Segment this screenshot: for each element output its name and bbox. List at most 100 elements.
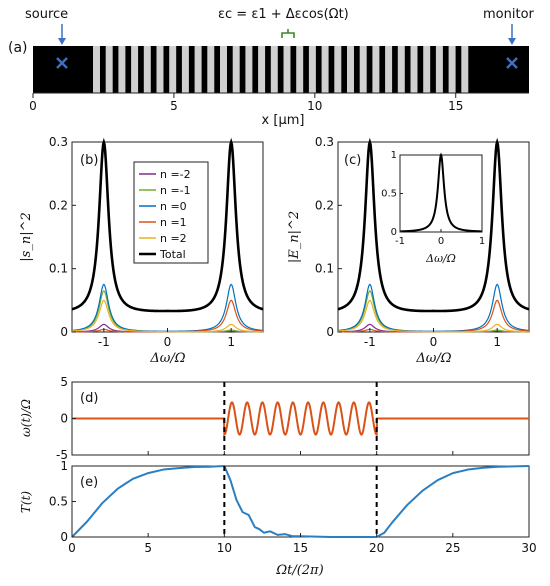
panel-b-legend: n =-2 n =-1 n =0 n =1 n =2 Total bbox=[133, 161, 209, 264]
legend-items: n =-2 n =-1 n =0 n =1 n =2 Total bbox=[139, 168, 191, 261]
x-tick-label: 15 bbox=[293, 541, 308, 555]
panel-c-inset: -1 0 100.51 Δω/Ω bbox=[381, 150, 485, 265]
grating-stripe bbox=[423, 46, 431, 93]
panel-e-content bbox=[71, 465, 530, 538]
legend-entry: n =2 bbox=[160, 232, 187, 245]
modulation-formula: εc = ε1 + Δεcos(Ωt) bbox=[218, 7, 349, 22]
monitor-marker bbox=[506, 57, 518, 69]
grating-stripe bbox=[131, 46, 139, 93]
panel-a-label: (a) bbox=[8, 40, 28, 56]
panel-a-tick-label: 5 bbox=[170, 99, 178, 113]
grating-stripe bbox=[448, 46, 456, 93]
panel-d-label: (d) bbox=[80, 391, 98, 406]
panel-a: (a) source monitor εc = ε1 + Δεcos(Ωt) 0… bbox=[8, 7, 535, 128]
legend-entry: n =1 bbox=[160, 216, 187, 229]
panel-a-tick-label: 15 bbox=[448, 99, 463, 113]
panel-e-xlabel: Ωt/(2π) bbox=[275, 563, 323, 578]
grating-stripe bbox=[461, 46, 469, 93]
grating-stripe bbox=[397, 46, 405, 93]
panel-e-ticks: 0 5 10 15 20 25 30 0 0.5 1 bbox=[49, 459, 537, 555]
grating-stripe bbox=[105, 46, 113, 93]
y-tick-label: 0.5 bbox=[49, 495, 68, 509]
inset-y-tick-label: 1 bbox=[391, 150, 397, 161]
series-total-line bbox=[337, 137, 530, 313]
grating-stripe bbox=[232, 46, 240, 93]
panel-b-ticks: -1 0 1 0 0.1 0.2 0.3 bbox=[49, 135, 235, 349]
y-tick-label: 0.1 bbox=[315, 262, 334, 276]
legend-entry: n =-2 bbox=[160, 168, 191, 181]
inset-ticks: -1 0 100.51 bbox=[381, 150, 485, 247]
series-n2-line bbox=[337, 299, 530, 333]
x-tick-label: 25 bbox=[445, 541, 460, 555]
grating-stripe bbox=[118, 46, 126, 93]
panel-e-ylabel: T(t) bbox=[19, 491, 33, 514]
y-tick-label: 0.3 bbox=[315, 135, 334, 149]
inset-line bbox=[399, 152, 483, 233]
inset-x-tick-label: 0 bbox=[438, 236, 444, 247]
legend-entry: Total bbox=[159, 248, 186, 261]
x-tick-label: 0 bbox=[430, 335, 438, 349]
grating-stripes bbox=[93, 46, 469, 93]
grating-stripe bbox=[435, 46, 443, 93]
y-tick-label: 5 bbox=[60, 375, 68, 389]
panel-b-ylabel: |s_n|^2 bbox=[19, 212, 34, 261]
transmission-line bbox=[71, 465, 530, 538]
panel-c-xlabel: Δω/Ω bbox=[415, 351, 451, 366]
x-tick-label: 1 bbox=[227, 335, 235, 349]
x-tick-label: 1 bbox=[493, 335, 501, 349]
y-tick-label: 0 bbox=[60, 530, 68, 544]
x-tick-label: -1 bbox=[364, 335, 376, 349]
grating-stripe bbox=[207, 46, 215, 93]
y-tick-label: 0.1 bbox=[49, 262, 68, 276]
modulated-layer-bracket bbox=[281, 29, 295, 38]
panel-d-content bbox=[72, 382, 529, 455]
inset-y-tick-label: 0.5 bbox=[381, 189, 397, 200]
grating-stripe bbox=[220, 46, 227, 93]
grating-stripe bbox=[245, 46, 253, 93]
monitor-label: monitor bbox=[483, 7, 535, 22]
x-tick-label: 10 bbox=[217, 541, 232, 555]
grating-stripe bbox=[93, 46, 100, 93]
x-tick-label: 30 bbox=[521, 541, 536, 555]
grating-stripe bbox=[258, 46, 266, 93]
y-tick-label: 0 bbox=[60, 412, 68, 426]
grating-stripe bbox=[181, 46, 189, 93]
x-tick-label: 0 bbox=[68, 541, 76, 555]
source-label: source bbox=[25, 7, 68, 22]
grating-stripe bbox=[372, 46, 380, 93]
series-n1-line bbox=[338, 299, 530, 333]
grating-stripe bbox=[270, 46, 278, 93]
grating-stripe bbox=[156, 46, 164, 93]
y-tick-label: 0 bbox=[326, 325, 334, 339]
grating-stripe bbox=[385, 46, 393, 93]
y-tick-label: 0.2 bbox=[49, 198, 68, 212]
source-marker bbox=[56, 57, 68, 69]
panel-c-label: (c) bbox=[344, 153, 361, 168]
panel-c-ticks: -1 0 100.10.20.3 bbox=[315, 135, 501, 349]
grating-stripe bbox=[296, 46, 304, 93]
y-tick-label: 0.3 bbox=[49, 135, 68, 149]
legend-entry: n =-1 bbox=[160, 184, 191, 197]
source-arrowhead bbox=[58, 38, 66, 45]
series-n1-line bbox=[72, 299, 264, 333]
series-total-line bbox=[71, 137, 264, 313]
grating-stripe bbox=[347, 46, 354, 93]
grating-stripe bbox=[410, 46, 418, 93]
waveguide bbox=[33, 46, 529, 93]
inset-curve bbox=[399, 152, 483, 233]
grating-stripe bbox=[359, 46, 367, 93]
panel-c: -1 0 100.10.20.3 (c) Δω/Ω |E_n|^2 -1 0 100.5… bbox=[287, 135, 530, 366]
grating-stripe bbox=[283, 46, 291, 93]
x-tick-label: 0 bbox=[164, 335, 172, 349]
grating-stripe bbox=[169, 46, 177, 93]
panel-d: -5 0 5 (d) ω(t)/Ω bbox=[19, 375, 530, 462]
y-tick-label: -5 bbox=[56, 448, 68, 462]
grating-stripe bbox=[194, 46, 202, 93]
panel-b-label: (b) bbox=[80, 153, 98, 168]
panel-c-ylabel: |E_n|^2 bbox=[287, 211, 302, 263]
legend-box bbox=[133, 161, 209, 264]
inset-x-tick-label: 1 bbox=[479, 236, 485, 247]
grating-stripe bbox=[143, 46, 151, 93]
panel-e: 0 5 10 15 20 25 30 0 0.5 1 (e) Ωt/(2π) T(t) bbox=[19, 459, 537, 578]
inset-xlabel: Δω/Ω bbox=[425, 252, 456, 265]
